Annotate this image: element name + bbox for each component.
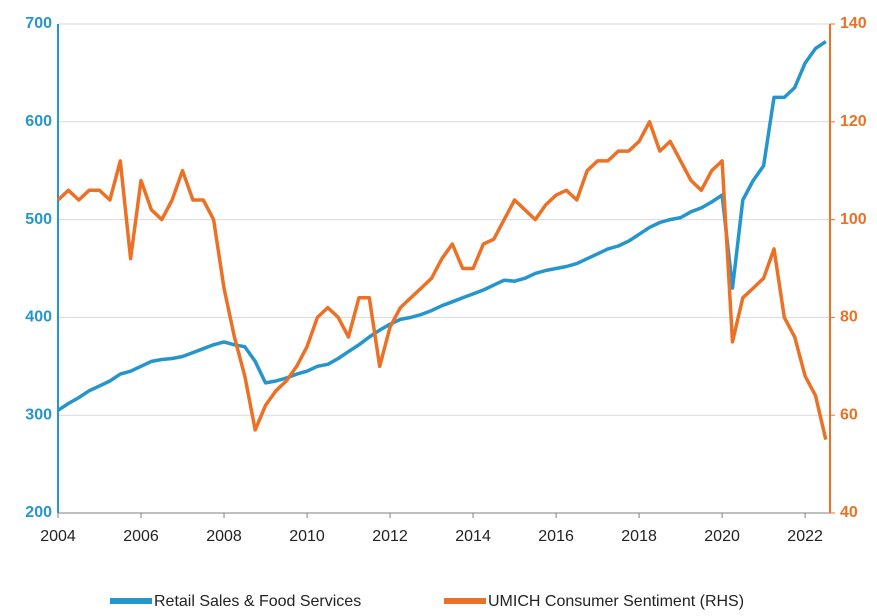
x-tick-label: 2022	[787, 528, 823, 545]
x-tick-label: 2018	[621, 528, 657, 545]
y2-tick-label: 140	[840, 15, 867, 32]
y2-tick-label: 120	[840, 113, 867, 130]
y-tick-label: 200	[25, 504, 52, 521]
legend-label: UMICH Consumer Sentiment (RHS)	[488, 593, 744, 610]
y2-tick-label: 100	[840, 211, 867, 228]
y-tick-label: 300	[25, 406, 52, 423]
x-tick-label: 2008	[206, 528, 242, 545]
y-tick-label: 500	[25, 211, 52, 228]
y-tick-label: 600	[25, 113, 52, 130]
x-tick-label: 2010	[289, 528, 325, 545]
x-tick-label: 2006	[123, 528, 159, 545]
x-tick-label: 2016	[538, 528, 574, 545]
y-tick-label: 400	[25, 309, 52, 326]
x-tick-label: 2020	[704, 528, 740, 545]
y2-tick-label: 60	[840, 406, 858, 423]
x-tick-label: 2004	[40, 528, 76, 545]
y2-tick-label: 80	[840, 309, 858, 326]
y-tick-label: 700	[25, 15, 52, 32]
series-line	[56, 120, 828, 440]
y2-tick-label: 40	[840, 504, 858, 521]
legend-label: Retail Sales & Food Services	[154, 593, 361, 610]
series-line	[57, 40, 827, 412]
x-tick-label: 2012	[372, 528, 408, 545]
x-tick-label: 2014	[455, 528, 491, 545]
